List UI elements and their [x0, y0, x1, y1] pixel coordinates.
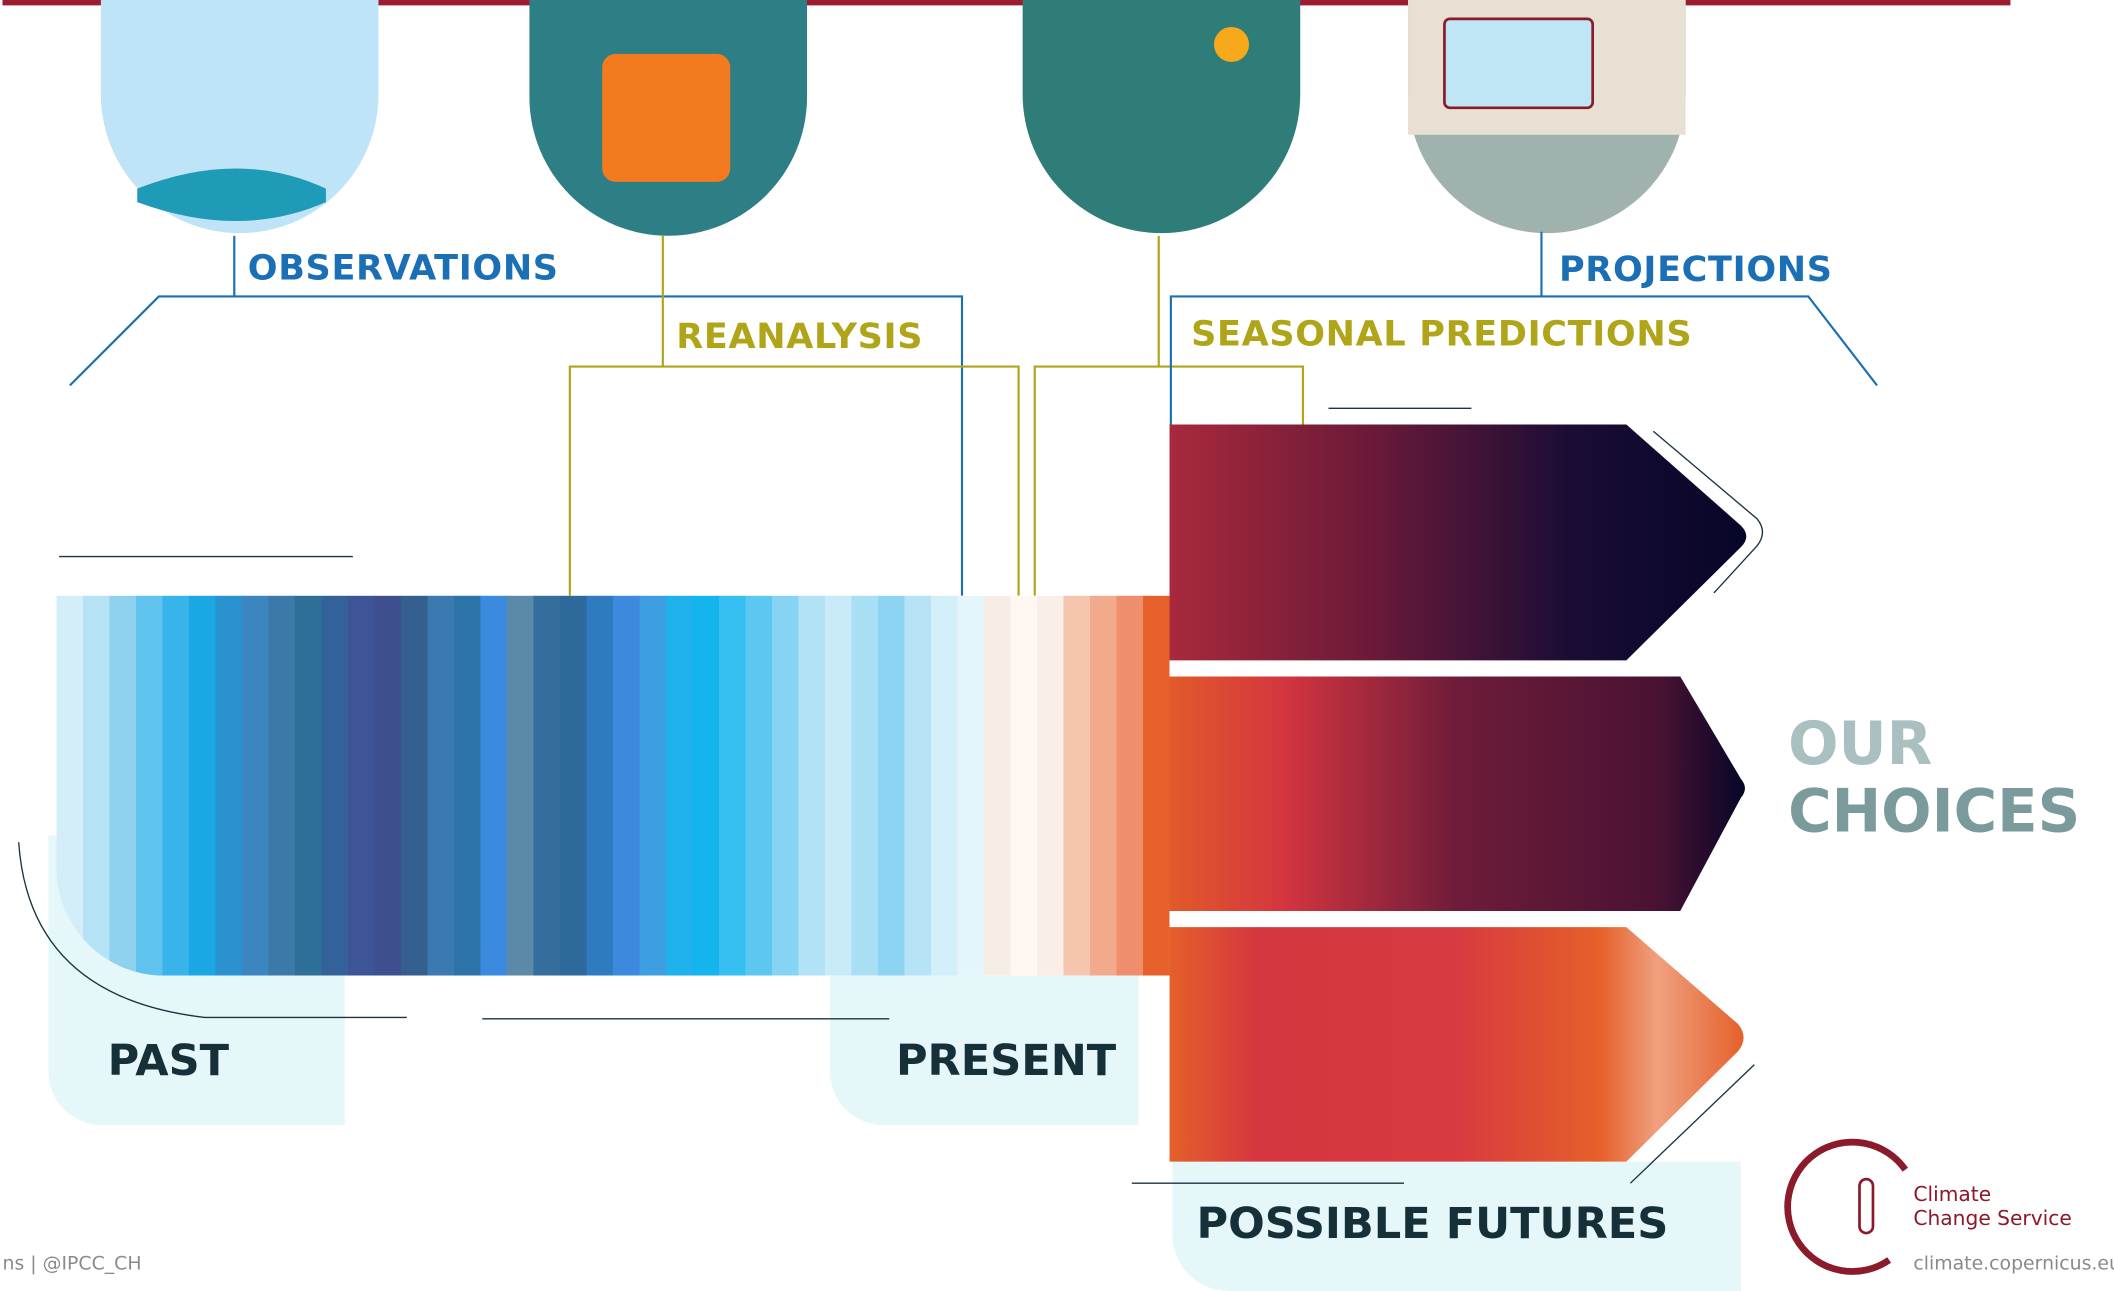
brackets — [69, 231, 1878, 596]
stripe — [718, 595, 747, 976]
icon-detail — [602, 53, 731, 182]
top-bar — [2, 0, 2011, 6]
stripe — [268, 595, 296, 976]
stripe — [665, 595, 694, 976]
stage-label: OBSERVATIONS — [248, 248, 559, 289]
past-label: PAST — [108, 1036, 230, 1086]
stripe — [639, 595, 667, 976]
icon-detail — [1443, 17, 1595, 110]
icon-detail — [137, 168, 326, 222]
stripe — [1143, 595, 1170, 976]
stripe — [162, 595, 190, 976]
stripe — [1063, 595, 1091, 976]
future-arrow — [1169, 927, 1744, 1162]
url: climate.copernicus.eu — [1913, 1253, 2114, 1275]
stripe — [294, 595, 323, 976]
icon-detail — [1213, 26, 1250, 62]
stripe — [745, 595, 773, 976]
logo-ring — [1784, 1138, 1909, 1275]
stripe — [374, 595, 402, 976]
stripe — [109, 595, 137, 976]
stripe — [984, 595, 1012, 976]
stripe — [1037, 595, 1065, 976]
stripe — [453, 595, 482, 976]
futures-box — [1172, 1161, 1741, 1291]
stripe — [612, 595, 641, 976]
stripe — [1116, 595, 1144, 976]
observations-icon — [100, 0, 379, 234]
stripe — [506, 595, 535, 976]
stripe — [904, 595, 932, 976]
present-box — [829, 975, 1139, 1126]
stage-label: PROJECTIONS — [1559, 249, 1833, 290]
stripe — [321, 595, 349, 976]
stripe — [771, 595, 800, 976]
stripe — [930, 595, 959, 976]
future-arrow — [1169, 676, 1745, 911]
stripe — [400, 595, 429, 976]
stripe — [347, 595, 376, 976]
stripe — [1090, 595, 1118, 976]
stripe — [188, 595, 217, 976]
stripe — [82, 595, 111, 976]
stripe — [824, 595, 853, 976]
futures-label: POSSIBLE FUTURES — [1196, 1199, 1668, 1249]
present-label: PRESENT — [896, 1036, 1117, 1086]
stripe — [241, 595, 270, 976]
stripe — [586, 595, 614, 976]
future-arrow — [1169, 424, 1747, 661]
stripe — [851, 595, 879, 976]
seasonal-icon — [1022, 0, 1301, 234]
logo-text: Climate — [1913, 1182, 1991, 1206]
stripe — [135, 595, 164, 976]
stripe — [798, 595, 826, 976]
stripe — [1010, 595, 1038, 976]
accent-lines — [18, 407, 1764, 1184]
stripe — [692, 595, 720, 976]
stripe — [427, 595, 455, 976]
credit: ns | @IPCC_CH — [3, 1253, 142, 1275]
stage-label: SEASONAL PREDICTIONS — [1191, 314, 1692, 355]
choices-label: OUR — [1788, 709, 1932, 778]
warming-stripes — [56, 595, 1170, 976]
stage-label: REANALYSIS — [676, 316, 923, 357]
logo-text: Change Service — [1913, 1206, 2071, 1230]
stripe — [559, 595, 588, 976]
stripe — [877, 595, 906, 976]
choices-label: CHOICES — [1788, 776, 2080, 845]
stripe — [480, 595, 508, 976]
stripe — [533, 595, 561, 976]
stripe — [215, 595, 243, 976]
stripe — [957, 595, 985, 976]
logo-thermometer — [1858, 1177, 1875, 1235]
